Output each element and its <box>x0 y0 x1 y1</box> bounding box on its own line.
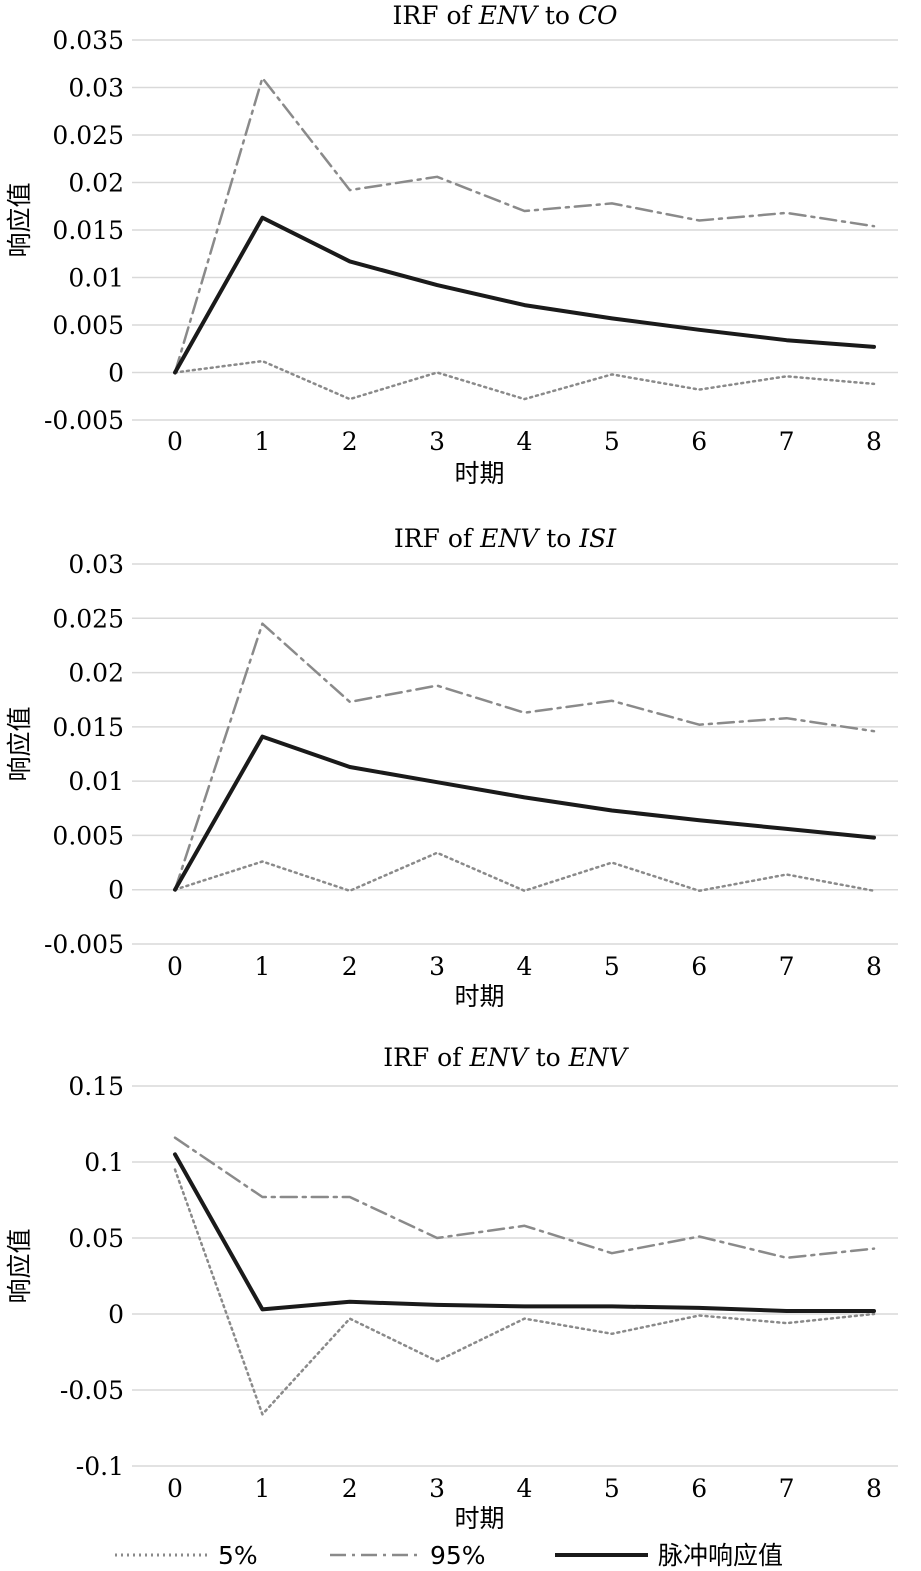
x-tick-label: 7 <box>779 427 795 456</box>
x-tick-label: 6 <box>691 427 707 456</box>
chart-title: IRF of ENV to CO <box>392 1 617 30</box>
y-tick-label: 0.03 <box>68 550 124 579</box>
legend-item-irf: 脉冲响应值 <box>555 1541 783 1570</box>
y-tick-label: 0.005 <box>52 821 124 850</box>
chart-title: IRF of ENV to ISI <box>394 524 617 553</box>
chart-title-b: CO <box>578 1 618 30</box>
chart-title-prefix: IRF of <box>392 1 478 30</box>
x-axis-label: 时期 <box>454 1504 504 1533</box>
x-tick-label: 1 <box>254 1474 270 1503</box>
x-tick-label: 1 <box>254 952 270 981</box>
y-tick-label: 0.02 <box>68 169 124 198</box>
y-tick-label: -0.005 <box>44 930 124 959</box>
x-tick-label: 2 <box>342 427 358 456</box>
x-tick-label: 7 <box>779 952 795 981</box>
y-tick-label: 0.15 <box>68 1072 124 1101</box>
chart-title-prefix: IRF of <box>394 524 480 553</box>
y-tick-label: -0.1 <box>76 1452 124 1481</box>
x-tick-label: 2 <box>342 952 358 981</box>
series-line-irf <box>173 1152 876 1313</box>
y-tick-label: 0.035 <box>52 26 124 55</box>
series-line-5pct <box>173 851 876 893</box>
series-line-irf <box>173 215 876 375</box>
x-tick-label: 3 <box>429 952 445 981</box>
x-axis-label: 时期 <box>454 982 504 1011</box>
x-tick-label: 8 <box>866 952 882 981</box>
chart-title-a: ENV <box>479 524 541 553</box>
chart-title-a: ENV <box>468 1043 530 1072</box>
y-tick-label: 0.015 <box>52 713 124 742</box>
x-tick-label: 6 <box>691 952 707 981</box>
y-tick-label: -0.005 <box>44 406 124 435</box>
chart-title: IRF of ENV to ENV <box>383 1043 630 1072</box>
legend-label-95pct: 95% <box>430 1541 486 1570</box>
x-tick-label: 4 <box>517 952 533 981</box>
y-tick-label: 0.005 <box>52 311 124 340</box>
x-tick-label: 0 <box>167 1474 183 1503</box>
series-line-95pct <box>173 622 876 891</box>
chart-title-mid: to <box>528 1043 569 1072</box>
x-tick-label: 5 <box>604 952 620 981</box>
y-tick-label: 0.1 <box>84 1148 124 1177</box>
x-tick-label: 7 <box>779 1474 795 1503</box>
x-tick-label: 6 <box>691 1474 707 1503</box>
chart-title-b: ENV <box>568 1043 630 1072</box>
chart-panel-1: IRF of ENV to CO -0.005 0 0.005 0.01 0.015 0.0… <box>5 1 898 488</box>
chart-panel-3: IRF of ENV to ENV -0.1 -0.05 0 0.05 0.1 0.15 0 1… <box>5 1043 898 1533</box>
y-tick-label: -0.05 <box>60 1376 124 1405</box>
x-tick-label: 0 <box>167 952 183 981</box>
chart-title-prefix: IRF of <box>383 1043 469 1072</box>
y-tick-label: 0.01 <box>68 767 124 796</box>
y-tick-label: 0.01 <box>68 264 124 293</box>
x-tick-label: 0 <box>167 427 183 456</box>
y-tick-label: 0.03 <box>68 74 124 103</box>
legend-item-95pct: 95% <box>330 1541 486 1570</box>
x-tick-label: 4 <box>517 1474 533 1503</box>
y-tick-label: 0.05 <box>68 1224 124 1253</box>
chart-title-mid: to <box>538 524 579 553</box>
y-tick-label: 0.02 <box>68 659 124 688</box>
legend-item-5pct: 5% <box>115 1541 258 1570</box>
y-tick-label: 0 <box>108 1300 124 1329</box>
y-axis-label: 响应值 <box>5 182 34 257</box>
x-tick-label: 4 <box>517 427 533 456</box>
legend-label-irf: 脉冲响应值 <box>658 1541 783 1570</box>
x-tick-label: 5 <box>604 427 620 456</box>
x-axis-label: 时期 <box>454 459 504 488</box>
y-tick-label: 0 <box>108 359 124 388</box>
series-line-95pct <box>173 76 876 374</box>
x-tick-label: 8 <box>866 1474 882 1503</box>
chart-panel-2: IRF of ENV to ISI -0.005 0 0.005 0.01 0.015 0.… <box>5 524 898 1011</box>
y-tick-label: 0.015 <box>52 216 124 245</box>
x-tick-label: 5 <box>604 1474 620 1503</box>
x-tick-label: 3 <box>429 1474 445 1503</box>
x-tick-label: 2 <box>342 1474 358 1503</box>
x-tick-label: 1 <box>254 427 270 456</box>
y-axis-label: 响应值 <box>5 1228 34 1303</box>
series-line-irf <box>173 734 876 892</box>
y-tick-label: 0 <box>108 876 124 905</box>
chart-title-a: ENV <box>478 1 540 30</box>
x-tick-label: 3 <box>429 427 445 456</box>
chart-title-mid: to <box>537 1 578 30</box>
x-tick-label: 8 <box>866 427 882 456</box>
series-line-5pct <box>173 359 876 401</box>
legend-label-5pct: 5% <box>218 1541 258 1570</box>
chart-title-b: ISI <box>578 524 617 553</box>
series-line-5pct <box>173 1168 876 1416</box>
y-axis-label: 响应值 <box>5 706 34 781</box>
y-tick-label: 0.025 <box>52 604 124 633</box>
legend: 5% 95% 脉冲响应值 <box>115 1541 783 1570</box>
y-tick-label: 0.025 <box>52 121 124 150</box>
series-line-95pct <box>173 1136 876 1260</box>
